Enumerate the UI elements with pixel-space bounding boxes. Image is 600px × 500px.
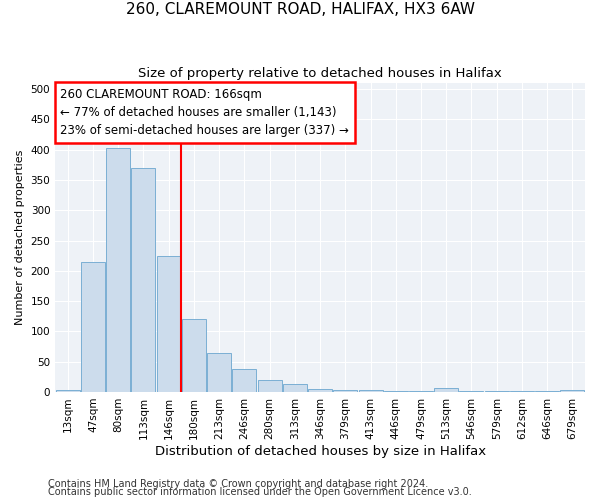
Bar	[334, 390, 357, 392]
Bar	[232, 369, 256, 392]
Bar	[207, 352, 231, 392]
Title: Size of property relative to detached houses in Halifax: Size of property relative to detached ho…	[138, 68, 502, 80]
Bar	[257, 380, 281, 392]
Bar	[157, 256, 181, 392]
Text: Contains public sector information licensed under the Open Government Licence v3: Contains public sector information licen…	[48, 487, 472, 497]
Bar	[434, 388, 458, 392]
Text: 260 CLAREMOUNT ROAD: 166sqm
← 77% of detached houses are smaller (1,143)
23% of : 260 CLAREMOUNT ROAD: 166sqm ← 77% of det…	[61, 88, 349, 136]
Bar	[56, 390, 80, 392]
Bar	[131, 168, 155, 392]
Bar	[359, 390, 383, 392]
Bar	[560, 390, 584, 392]
Bar	[460, 390, 484, 392]
Bar	[81, 262, 105, 392]
Bar	[409, 390, 433, 392]
Text: Contains HM Land Registry data © Crown copyright and database right 2024.: Contains HM Land Registry data © Crown c…	[48, 479, 428, 489]
Y-axis label: Number of detached properties: Number of detached properties	[15, 150, 25, 325]
Bar	[182, 320, 206, 392]
Text: 260, CLAREMOUNT ROAD, HALIFAX, HX3 6AW: 260, CLAREMOUNT ROAD, HALIFAX, HX3 6AW	[125, 2, 475, 18]
Bar	[106, 148, 130, 392]
X-axis label: Distribution of detached houses by size in Halifax: Distribution of detached houses by size …	[155, 444, 485, 458]
Bar	[283, 384, 307, 392]
Bar	[308, 389, 332, 392]
Bar	[384, 390, 408, 392]
